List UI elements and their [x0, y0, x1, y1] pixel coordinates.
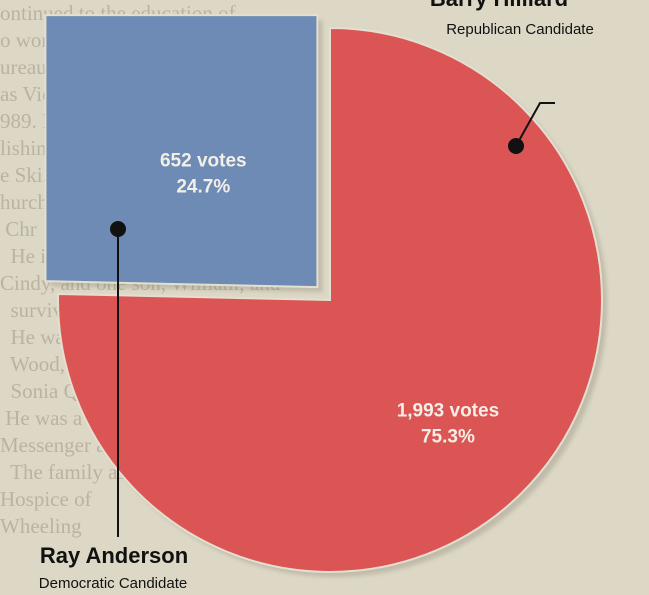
leader-dot-hilliard [508, 138, 524, 154]
candidate-name-hilliard: Barry Hilliard [430, 0, 568, 11]
leader-line-hilliard [515, 102, 555, 147]
candidate-party-hilliard: Republican Candidate [446, 21, 594, 38]
slice-votes-label-hilliard: 1,993 votes [397, 401, 499, 422]
slice-percent-label-anderson: 24.7% [176, 176, 230, 197]
slice-percent-label-hilliard: 75.3% [421, 427, 475, 448]
candidate-party-anderson: Democratic Candidate [39, 575, 187, 592]
leader-dot-anderson [110, 221, 126, 237]
candidate-name-anderson: Ray Anderson [40, 543, 188, 568]
pie-slice-ray-anderson [44, 14, 319, 289]
slice-votes-label-anderson: 652 votes [160, 150, 247, 171]
pie-slice-barry-hilliard [57, 26, 603, 573]
